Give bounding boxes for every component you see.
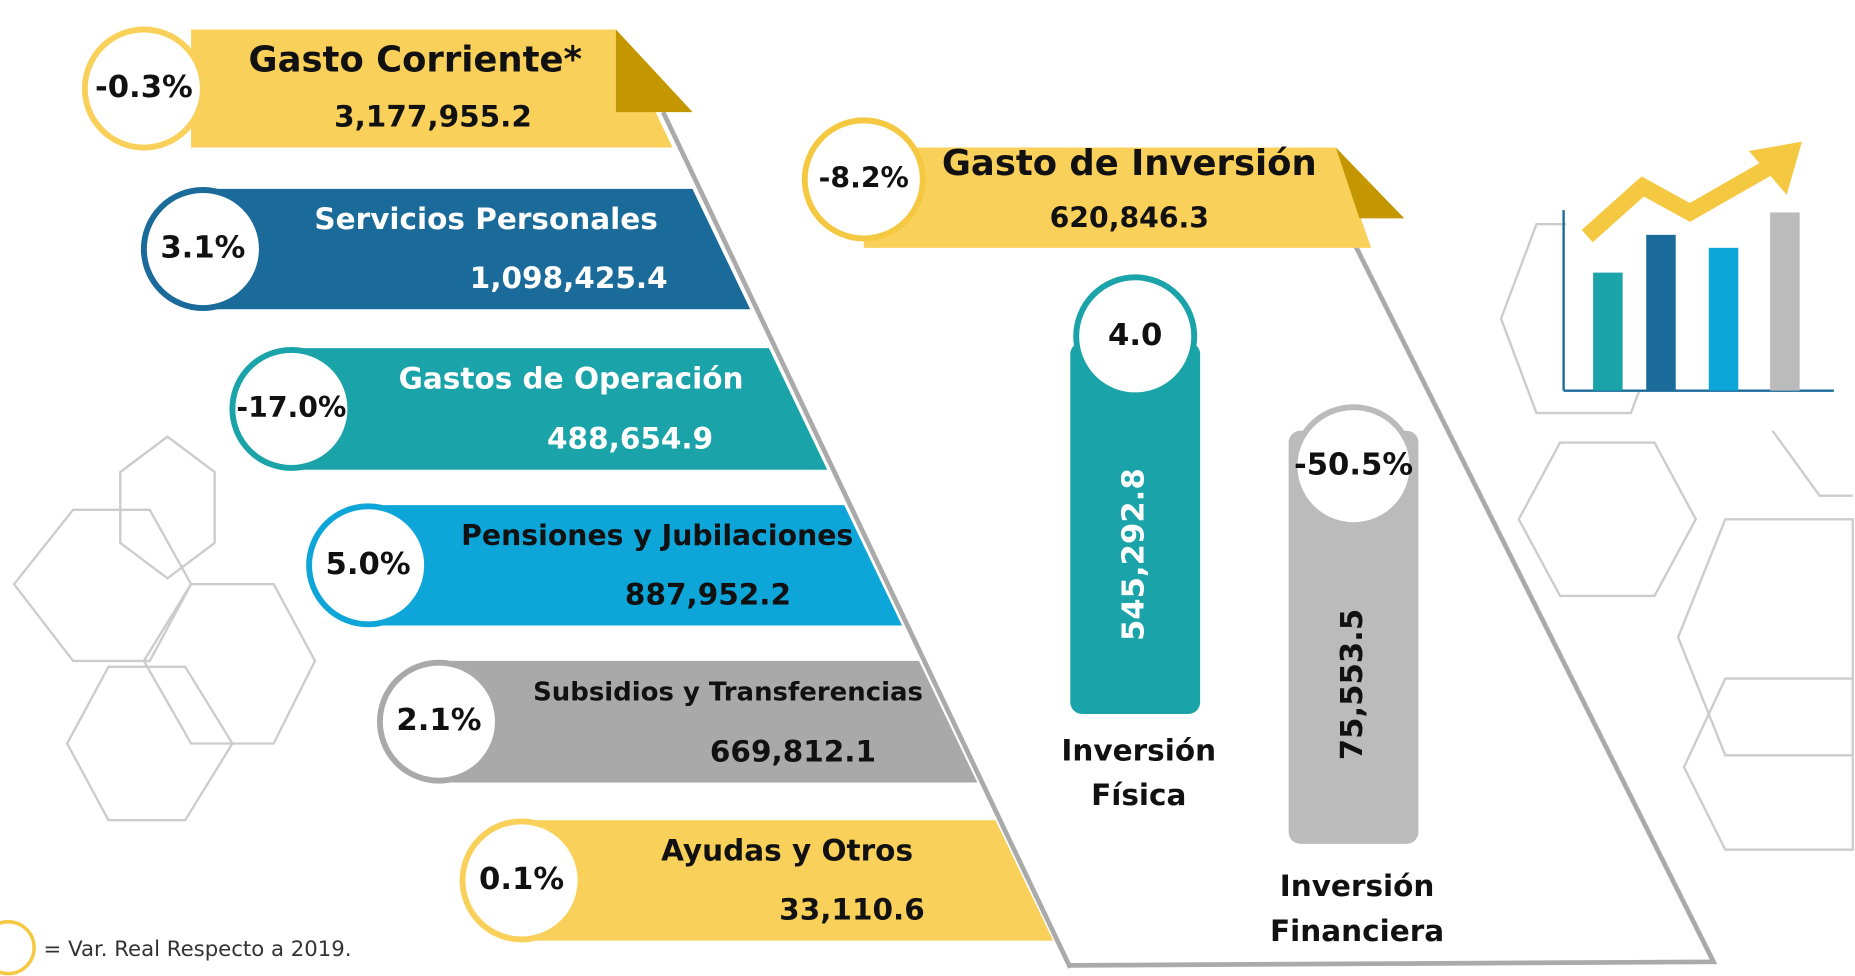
bar-label: Inversión — [1061, 733, 1216, 767]
change-circle — [801, 117, 926, 242]
decor-chart-icon — [1562, 141, 1834, 392]
bar-label: Financiera — [1270, 914, 1444, 948]
band-value: 620,846.3 — [1050, 202, 1209, 235]
change-circle — [229, 346, 354, 471]
band-value: 488,654.9 — [547, 422, 713, 456]
band-value: 33,110.6 — [779, 893, 925, 927]
band — [191, 29, 673, 148]
change-circle — [81, 26, 206, 151]
bar — [1288, 430, 1419, 844]
band-value: 3,177,955.2 — [334, 100, 532, 134]
change-label: -17.0% — [236, 391, 346, 424]
band — [368, 505, 903, 626]
band-value: 887,952.2 — [625, 577, 791, 611]
change-label: 3.1% — [160, 231, 245, 266]
change-label: -50.5% — [1294, 448, 1413, 483]
legend-text: = Var. Real Respecto a 2019. — [44, 937, 352, 962]
band-title: Subsidios y Transferencias — [533, 677, 923, 707]
band — [285, 348, 828, 470]
band-title: Servicios Personales — [314, 202, 657, 236]
band — [438, 660, 978, 783]
band-title: Gastos de Operación — [399, 362, 744, 396]
band — [515, 820, 1054, 941]
change-label: 0.1% — [479, 862, 564, 897]
change-circle — [306, 503, 431, 628]
change-circle — [140, 187, 265, 311]
change-circle — [376, 659, 501, 784]
band-title: Gasto de Inversión — [942, 143, 1317, 184]
bar-value: 75,553.5 — [1335, 609, 1370, 760]
bar-label: Física — [1091, 778, 1186, 812]
change-circle — [1073, 274, 1198, 399]
band-title: Ayudas y Otros — [661, 834, 913, 868]
band-value: 1,098,425.4 — [470, 261, 668, 295]
bar — [1070, 342, 1201, 715]
band-title: Gasto Corriente* — [249, 39, 582, 80]
change-label: 4.0 — [1108, 318, 1162, 353]
change-label: -0.3% — [95, 70, 193, 105]
change-label: -8.2% — [819, 161, 909, 194]
band — [863, 147, 1372, 248]
bar-label: Inversión — [1280, 869, 1435, 903]
change-circle — [1291, 404, 1416, 529]
bar-value: 545,292.8 — [1117, 468, 1152, 641]
change-circle — [459, 818, 584, 943]
change-label: 2.1% — [396, 703, 481, 738]
panel-frames — [661, 111, 1718, 969]
legend-circle — [0, 919, 36, 976]
change-label: 5.0% — [326, 547, 411, 582]
band-title: Pensiones y Jubilaciones — [461, 519, 853, 552]
band-value: 669,812.1 — [710, 734, 876, 768]
band-fold — [615, 29, 693, 113]
band — [202, 188, 751, 310]
